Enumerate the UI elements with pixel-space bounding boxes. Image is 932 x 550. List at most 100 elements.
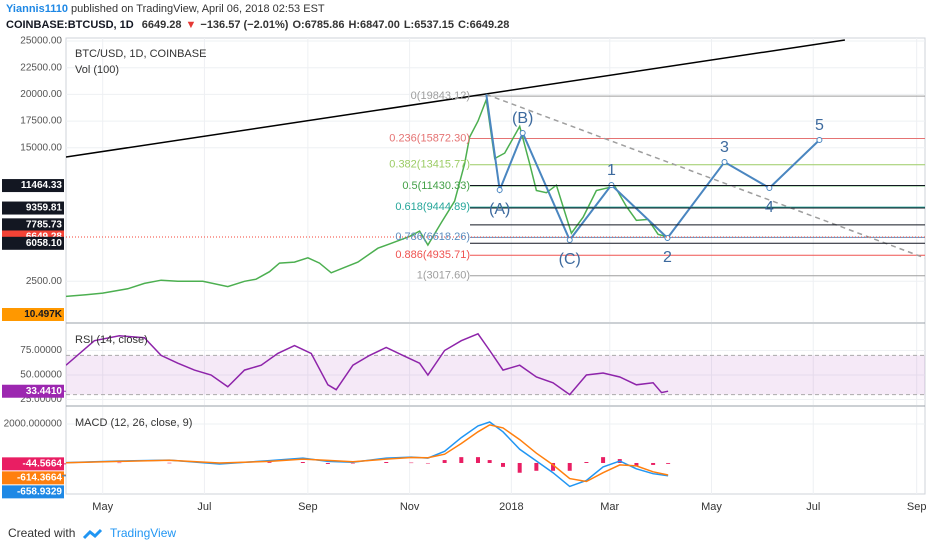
price-tag-label: 7785.73 xyxy=(26,219,63,230)
wave-label: 3 xyxy=(720,139,729,156)
histogram-bar xyxy=(267,462,272,463)
histogram-bar xyxy=(487,460,492,463)
wave-label: 2 xyxy=(663,249,672,266)
panel-subtitle: Vol (100) xyxy=(75,64,119,76)
volume-tag-label: 10.497K xyxy=(24,309,63,320)
symbol: COINBASE:BTCUSD, 1D xyxy=(6,19,134,31)
y-tick-label: 25000.00 xyxy=(20,36,62,47)
panel-title: BTC/USD, 1D, COINBASE xyxy=(75,48,206,60)
panel xyxy=(66,324,925,405)
x-tick-label: Mar xyxy=(600,501,619,513)
fib-label: 0.886(4935.71) xyxy=(395,249,470,261)
last: 6649.28 xyxy=(142,19,182,31)
histogram-bar xyxy=(601,457,606,463)
low: L:6537.15 xyxy=(404,19,454,31)
histogram-bar xyxy=(442,460,447,463)
wave-point xyxy=(766,184,773,191)
footer-brand[interactable]: TradingView xyxy=(110,526,176,540)
fib-label: 0(19843.12) xyxy=(411,90,470,102)
wave-point xyxy=(721,159,728,166)
close: C:6649.28 xyxy=(458,19,509,31)
histogram-bar xyxy=(409,462,414,464)
author[interactable]: Yiannis1110 xyxy=(6,3,68,15)
volume-tag xyxy=(2,308,64,321)
rsi-band xyxy=(66,355,925,395)
published: published on TradingView, April 06, 2018… xyxy=(68,3,325,15)
y-tick-label: 50.00000 xyxy=(20,370,62,381)
y-tick-label: 17500.00 xyxy=(20,116,62,127)
value-tag xyxy=(2,485,64,499)
panel xyxy=(66,407,925,494)
histogram-bar xyxy=(666,462,671,464)
y-tick-label: 15000.00 xyxy=(20,142,62,153)
x-tick-label: Sep xyxy=(298,501,318,513)
series-line xyxy=(486,93,925,259)
wave-label: 1 xyxy=(607,162,616,179)
price-tag xyxy=(2,218,64,232)
y-tick-label: 75.00000 xyxy=(20,345,62,356)
fib-label: 0.786(6618.26) xyxy=(395,231,470,243)
histogram-bar xyxy=(651,462,656,465)
series-line xyxy=(66,332,669,396)
x-tick-label: Sep xyxy=(907,501,927,513)
price-tag xyxy=(2,179,64,193)
series-line xyxy=(485,94,821,242)
high: H:6847.00 xyxy=(348,19,399,31)
footer-created: Created with xyxy=(8,526,75,540)
wave-point xyxy=(496,186,503,193)
wave-point xyxy=(566,237,573,244)
price-tag-label: 11464.33 xyxy=(21,180,63,191)
arrow: ▼ xyxy=(186,19,197,31)
y-tick-label: 2000.000000 xyxy=(4,419,63,430)
wave-label: 5 xyxy=(815,117,824,134)
wave-label: (B) xyxy=(512,110,533,127)
price-tag-label: 9359.81 xyxy=(26,203,63,214)
price-tag xyxy=(2,201,64,215)
header-line-1: Yiannis1110 published on TradingView, Ap… xyxy=(6,3,325,15)
histogram-bar xyxy=(534,462,539,471)
change: −136.57 (−2.01%) xyxy=(200,19,288,31)
histogram-bar xyxy=(300,462,305,463)
panel xyxy=(66,38,925,322)
histogram-bar xyxy=(167,462,172,464)
panel-title: MACD (12, 26, close, 9) xyxy=(75,417,192,429)
histogram-bar xyxy=(567,462,572,471)
fib-label: 0.236(15872.30) xyxy=(389,132,470,144)
histogram-bar xyxy=(517,462,522,473)
fib-label: 0.5(11430.33) xyxy=(402,180,470,192)
panel-title: RSI (14, close) xyxy=(75,334,148,346)
x-tick-label: Jul xyxy=(806,501,820,513)
histogram-bar xyxy=(384,462,389,463)
wave-label: (A) xyxy=(489,201,510,218)
y-tick-label: 22500.00 xyxy=(20,62,62,73)
value-tag-label: -658.9329 xyxy=(17,486,62,497)
histogram-bar xyxy=(117,462,122,464)
price-tag xyxy=(2,236,64,250)
open: O:6785.86 xyxy=(292,19,344,31)
histogram-bar xyxy=(501,462,506,467)
histogram-bar xyxy=(584,462,589,463)
wave-label: 4 xyxy=(765,199,774,216)
x-tick-label: May xyxy=(92,501,113,513)
x-tick-label: May xyxy=(701,501,722,513)
histogram-bar xyxy=(551,462,556,471)
header-line-2: COINBASE:BTCUSD, 1D 6649.28 ▼ −136.57 (−2.0… xyxy=(6,19,509,31)
plot-frame xyxy=(65,37,926,495)
series-line xyxy=(66,424,669,483)
histogram-bar xyxy=(425,462,430,464)
wave-point xyxy=(664,235,671,242)
price-tag-label: 6058.10 xyxy=(26,238,63,249)
value-tag-label: -614.3664 xyxy=(17,472,62,483)
y-tick-label: 25.00000 xyxy=(20,394,62,405)
x-tick-label: Nov xyxy=(400,501,420,513)
histogram-bar xyxy=(475,457,480,463)
fib-label: 0.382(13415.77) xyxy=(389,159,470,171)
series-line xyxy=(66,39,846,158)
wave-point xyxy=(816,137,823,144)
wave-label: (C) xyxy=(559,251,581,268)
histogram-bar xyxy=(634,462,639,466)
wave-point xyxy=(519,129,526,136)
histogram-bar xyxy=(350,462,355,464)
value-tag xyxy=(2,384,64,398)
